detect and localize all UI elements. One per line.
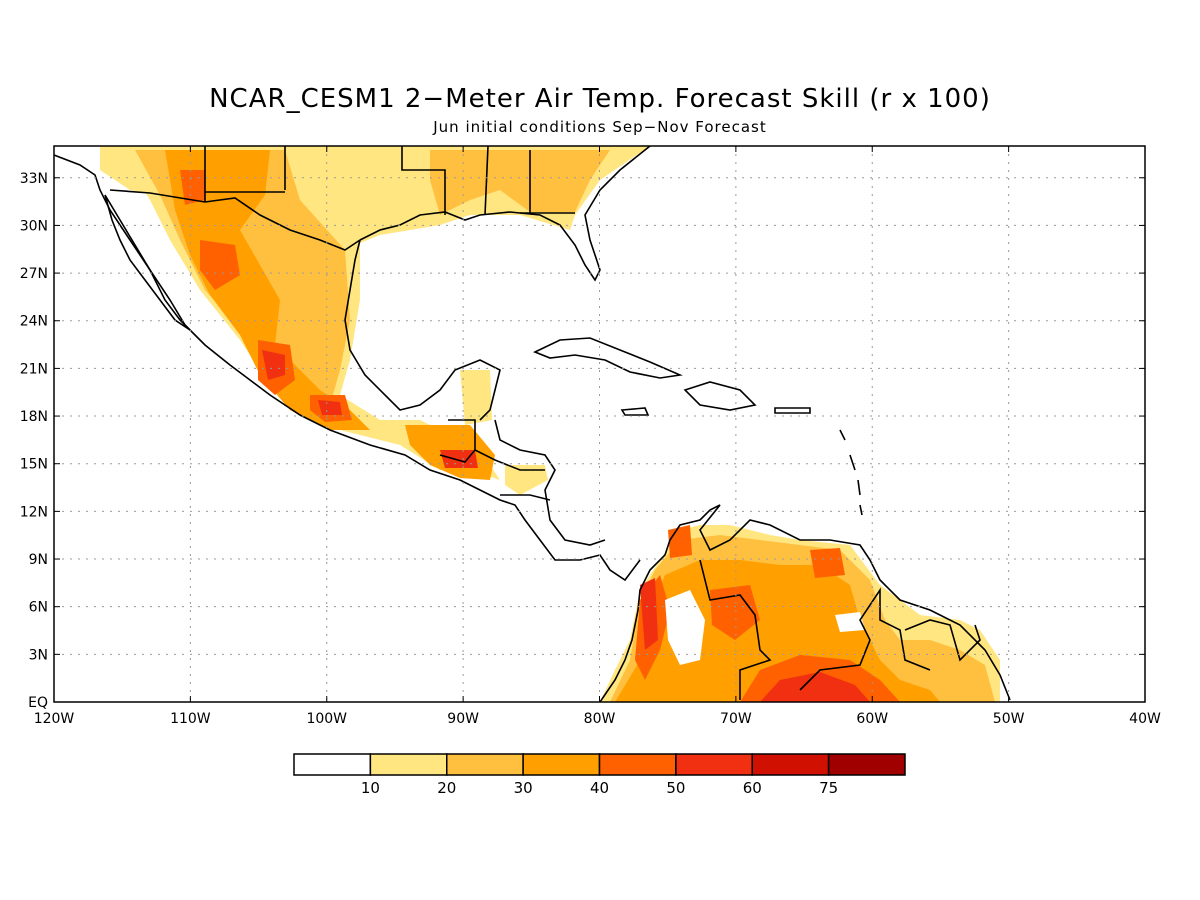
grid-lines	[54, 146, 1145, 702]
x-tick-label: 100W	[306, 711, 347, 727]
y-axis: EQ 3N 6N 9N 12N 15N 18N 21N 24N 27N 30N 33N	[20, 171, 1145, 711]
border-south-america	[699, 559, 981, 700]
border-us-mexico	[109, 189, 361, 251]
colorbar-swatch	[369, 753, 448, 776]
shade-nw-mexico-50	[200, 240, 240, 290]
y-tick-label: 18N	[20, 409, 48, 425]
x-tick-label: 90W	[447, 711, 479, 727]
coast-puerto-rico	[774, 407, 811, 414]
y-tick-label: 27N	[20, 266, 48, 282]
x-tick-label: 120W	[34, 711, 75, 727]
shade-mexico-40	[165, 150, 370, 430]
colorbar-label: 40	[590, 779, 609, 797]
chart-title: NCAR_CESM1 2−Meter Air Temp. Forecast Sk…	[209, 84, 991, 114]
colorbar-label: 50	[666, 779, 685, 797]
coast-caribbean-ca	[494, 419, 606, 546]
y-tick-label: 33N	[20, 171, 48, 187]
y-tick-label: 21N	[20, 361, 48, 377]
shade-colombia-60	[640, 578, 658, 650]
x-tick-label: 110W	[170, 711, 211, 727]
shade-wmex-60	[262, 350, 285, 380]
shade-nw-mexico-50b	[180, 170, 205, 205]
y-tick-label: 9N	[29, 552, 48, 568]
x-tick-label: 60W	[856, 711, 888, 727]
colorbar-label: 20	[437, 779, 456, 797]
coast-gulf	[344, 239, 501, 421]
colorbar-swatch	[446, 753, 524, 776]
y-tick-label: 6N	[29, 600, 48, 616]
x-tick-label: 50W	[993, 711, 1025, 727]
y-tick-label: 15N	[20, 457, 48, 473]
shade-venezuela-40	[810, 548, 845, 578]
shade-sa-gap	[665, 590, 705, 665]
colorbar-swatch	[522, 753, 601, 776]
colorbar-label: 75	[819, 779, 838, 797]
shade-guatemala-60	[440, 450, 478, 468]
y-tick-label: 30N	[20, 218, 48, 234]
shade-sa-60	[760, 672, 870, 702]
chart-subtitle: Jun initial conditions Sep−Nov Forecast	[433, 118, 767, 136]
x-tick-label: 40W	[1129, 711, 1161, 727]
border-central-america	[439, 419, 551, 501]
coast-baja	[104, 194, 191, 331]
coast-cuba	[533, 337, 683, 379]
colorbar-label: 60	[743, 779, 762, 797]
skill-shading	[100, 146, 1000, 702]
colorbar-label: 30	[514, 779, 533, 797]
colorbar-label: 10	[361, 779, 380, 797]
border-us-states	[204, 146, 575, 216]
shade-yucatan	[460, 370, 492, 425]
x-axis: 120W 110W 100W 90W 80W 70W 60W 50W 40W	[34, 146, 1161, 727]
shade-nw-venezuela	[668, 525, 692, 558]
colorbar-swatch	[675, 753, 753, 776]
y-tick-label: EQ	[28, 695, 48, 711]
coast-south-america	[599, 504, 1011, 702]
coast-hispaniola	[683, 381, 757, 411]
colorbar-swatch	[293, 753, 372, 776]
shade-sa-50b	[710, 585, 760, 640]
colorbar-swatch	[827, 753, 906, 776]
x-tick-label: 70W	[720, 711, 752, 727]
y-tick-label: 24N	[20, 314, 48, 330]
coast-pacific	[54, 154, 641, 582]
shade-se-usa-mid	[430, 150, 610, 215]
colorbar-swatch	[598, 753, 677, 776]
shade-guerrero-60	[318, 400, 342, 415]
coast-jamaica	[620, 407, 650, 416]
shade-sa-gap2	[835, 612, 865, 632]
shade-honduras	[505, 465, 548, 495]
y-tick-label: 3N	[29, 647, 48, 663]
colorbar: 10 20 30 40 50 60 75	[293, 753, 906, 797]
y-tick-label: 12N	[20, 504, 48, 520]
coast-antilles	[839, 429, 863, 516]
colorbar-swatch	[751, 753, 830, 776]
x-tick-label: 80W	[584, 711, 616, 727]
